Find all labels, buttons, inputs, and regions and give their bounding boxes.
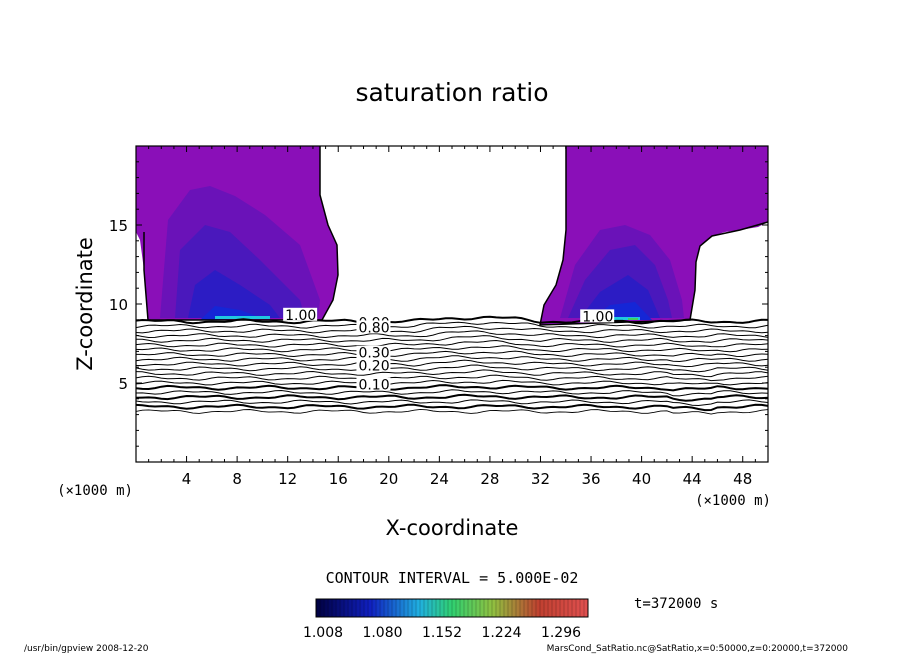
contour-labels: 1.000.900.800.300.200.101.00 [283,307,615,393]
contour-line [136,379,768,386]
y-axis-ticks: 5 10 15 [109,161,768,447]
x-tick-label: 32 [531,470,550,488]
x-axis-ticks: 4 8 12 16 20 24 28 32 36 40 44 48 [148,146,756,488]
contour-line [136,399,768,407]
contour-line [136,389,768,397]
contour-line [136,335,768,343]
contour-label: 1.00 [582,309,613,325]
x-axis-unit-left: (×1000 m) [57,483,133,499]
contour-label: 0.20 [358,358,389,374]
colorbar-label: 1.296 [541,625,581,641]
contour-line [136,374,768,382]
contour-interval-text: CONTOUR INTERVAL = 5.000E-02 [326,569,579,587]
footer-right: MarsCond_SatRatio.nc@SatRatio,x=0:50000,… [547,644,849,654]
x-tick-label: 48 [733,470,752,488]
contour-line [136,355,768,363]
contour-label-bg [283,307,318,321]
colorbar-label: 1.152 [422,625,462,641]
contour-line [136,369,768,378]
contour-label-bg [356,320,391,334]
contour-label-bg [580,309,615,323]
colorbar [315,598,589,618]
contour-label-bg [356,358,391,372]
y-tick-label: 10 [109,296,128,314]
contour-line [136,359,768,368]
chart-title: saturation ratio [355,78,548,107]
contour-line [136,345,768,353]
contour-label: 0.80 [358,320,389,336]
x-tick-label: 36 [581,470,600,488]
contour-lines [136,146,768,415]
contour-line [136,393,768,402]
x-tick-label: 20 [379,470,398,488]
right-cloud-core-3 [580,275,660,318]
contour-line [136,350,768,358]
left-cloud-core-3 [188,270,280,318]
left-cloud-cyan-band [215,316,270,319]
x-axis-unit-right: (×1000 m) [695,493,771,509]
x-tick-label: 16 [329,470,348,488]
contour-label: 1.00 [285,308,316,324]
contour-line [136,364,768,373]
footer-left: /usr/bin/gpview 2008-12-20 [24,644,149,654]
contour-line [136,321,768,329]
contour-line [136,403,768,412]
x-tick-label: 24 [430,470,449,488]
contour-line [136,408,768,415]
contour-label: 0.30 [358,346,389,362]
y-tick-label: 15 [109,217,128,235]
right-cloud-outline [539,146,768,326]
colorbar-label: 1.080 [362,625,402,641]
x-tick-label: 4 [182,470,192,488]
x-tick-label: 28 [480,470,499,488]
contour-label: 0.10 [358,377,389,393]
contour-line [136,339,768,348]
time-label: t=372000 s [634,596,718,612]
colorbar-label: 1.224 [481,625,521,641]
contour-line [136,325,768,334]
x-axis-label: X-coordinate [386,516,519,540]
x-tick-label: 40 [632,470,651,488]
left-cloud-outline [143,146,339,321]
y-axis-label: Z-coordinate [73,237,97,371]
supersaturation-fills [136,146,768,325]
contour-line [136,330,768,339]
colorbar-label: 1.008 [303,625,343,641]
contour-label-bg [356,377,391,391]
contour-label-bg [356,345,391,359]
x-tick-label: 44 [683,470,702,488]
colorbar-labels: 1.008 1.080 1.152 1.224 1.296 [303,625,581,641]
right-cloud-green-spot [628,318,638,320]
x-tick-label: 8 [232,470,242,488]
colorbar-stripes [319,599,585,617]
y-tick-label: 5 [118,375,128,393]
x-tick-label: 12 [278,470,297,488]
contour-line [136,384,768,392]
right-cloud-cyan-band [600,317,640,320]
